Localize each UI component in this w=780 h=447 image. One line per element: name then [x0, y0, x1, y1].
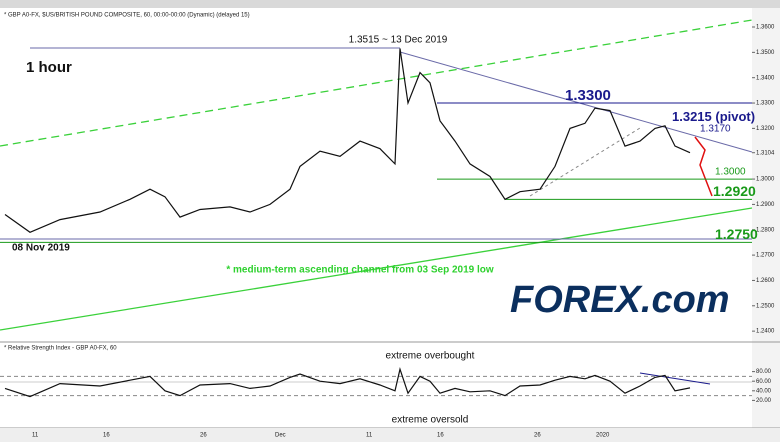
level-label: 1.3000	[715, 167, 746, 178]
y-tick-label: 1.2500	[756, 303, 775, 309]
trend-line	[399, 51, 753, 153]
y-tick-label: 1.2900	[756, 202, 775, 208]
projection-arrow	[694, 136, 713, 197]
chart-header: * GBP A0-FX, $US/BRITISH POUND COMPOSITE…	[4, 13, 250, 19]
channel-upper	[0, 19, 753, 147]
y-tick-label: 80.00	[756, 369, 772, 375]
y-tick-label: 1.2400	[756, 329, 775, 335]
x-tick-label: Dec	[275, 433, 286, 439]
y-tick-label: 1.3600	[756, 25, 775, 31]
y-tick-label: 1.3200	[756, 126, 775, 132]
toolbar	[0, 0, 780, 8]
price-axis	[752, 8, 780, 428]
x-tick-label: 26	[200, 433, 207, 439]
y-tick-label: 20.00	[756, 398, 772, 404]
price-line	[4, 48, 691, 233]
level-label: 1.2750	[715, 226, 758, 242]
timeframe: 1 hour	[26, 59, 72, 76]
time-axis	[0, 428, 780, 442]
y-tick-label: 40.00	[756, 388, 772, 394]
y-tick-label: 1.3400	[756, 75, 775, 81]
y-tick-label: 1.3300	[756, 101, 775, 107]
price-line	[4, 366, 691, 398]
x-tick-label: 11	[32, 433, 39, 439]
y-tick-label: 1.2600	[756, 278, 775, 284]
channel-lower	[0, 207, 753, 331]
rsi-trend	[639, 372, 711, 385]
level-label: 1.3170	[700, 124, 731, 135]
y-tick-label: 1.3104	[756, 150, 775, 156]
x-tick-label: 2020	[596, 433, 610, 439]
y-tick-label: 60.00	[756, 379, 772, 385]
annotation: 1.3515 ~ 13 Dec 2019	[349, 35, 448, 46]
annotation: 08 Nov 2019	[12, 243, 70, 254]
annotation: extreme oversold	[392, 415, 469, 426]
y-tick-label: 1.3500	[756, 50, 775, 56]
level-label: 1.2920	[713, 183, 756, 199]
level-label: 1.3215 (pivot)	[672, 109, 755, 124]
x-tick-label: 16	[103, 433, 110, 439]
logo: FOREX.com	[510, 279, 730, 321]
annotation: extreme overbought	[386, 351, 475, 362]
x-tick-label: 16	[437, 433, 444, 439]
y-tick-label: 1.2700	[756, 253, 775, 259]
y-tick-label: 1.2800	[756, 227, 775, 233]
level-label: 1.3300	[565, 87, 611, 104]
rsi-header: * Relative Strength Index - GBP A0-FX, 6…	[4, 346, 117, 352]
y-tick-label: 1.3000	[756, 177, 775, 183]
x-tick-label: 11	[366, 433, 373, 439]
x-tick-label: 26	[534, 433, 541, 439]
annotation: * medium-term ascending channel from 03 …	[226, 265, 494, 276]
